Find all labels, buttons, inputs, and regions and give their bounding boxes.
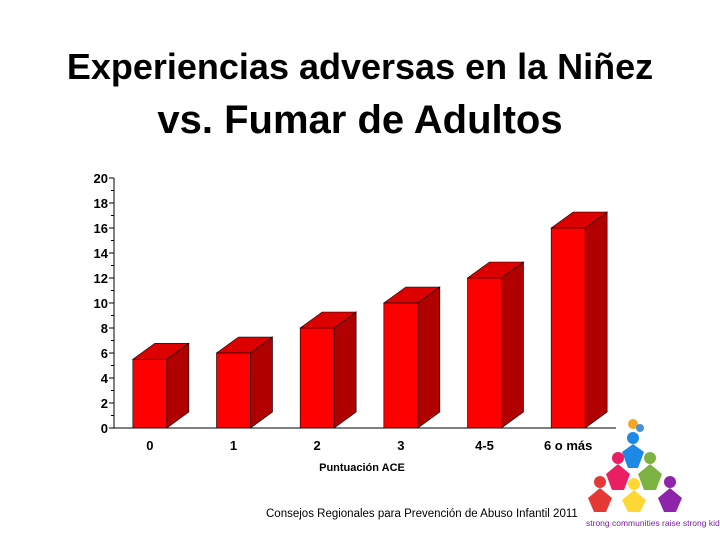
bar <box>382 286 441 429</box>
logo-caption: strong communities raise strong kids <box>586 518 720 528</box>
bars <box>131 211 609 429</box>
x-tick-label: 6 o más <box>544 438 592 453</box>
y-tick-label: 6 <box>101 346 108 361</box>
y-tick-label: 14 <box>94 246 109 261</box>
y-tick-label: 4 <box>101 371 109 386</box>
slide-title-line-2: vs. Fumar de Adultos <box>157 98 563 142</box>
y-tick-label: 20 <box>94 171 108 186</box>
bar <box>215 336 274 429</box>
bar-side <box>333 311 357 429</box>
x-tick-label: 3 <box>397 438 404 453</box>
x-tick-label: 4-5 <box>475 438 494 453</box>
x-tick-label: 2 <box>314 438 321 453</box>
y-tick-label: 12 <box>94 271 108 286</box>
bar-front <box>550 227 586 429</box>
footer-credit: Consejos Regionales para Prevención de A… <box>266 508 578 520</box>
bar-front <box>132 358 168 429</box>
bar <box>131 342 190 429</box>
bar-front <box>299 327 335 429</box>
bar <box>299 311 358 429</box>
bar-front <box>383 302 419 429</box>
bar-side <box>501 261 524 429</box>
y-tick-label: 2 <box>101 396 108 411</box>
y-tick-label: 10 <box>94 296 108 311</box>
x-axis-tick-labels: 0 1 2 3 4-5 6 o más <box>146 438 592 453</box>
bar <box>550 211 609 429</box>
y-tick-label: 18 <box>94 196 108 211</box>
x-tick-label: 0 <box>146 438 153 453</box>
bar-front <box>467 277 502 429</box>
bar-side <box>417 286 441 429</box>
y-tick-label: 0 <box>101 421 108 436</box>
x-axis-title: Puntuación ACE <box>319 462 405 474</box>
bar-side <box>584 211 608 429</box>
strong-communities-logo: strong communities raise strong kids <box>586 419 720 528</box>
bar-front <box>216 352 251 429</box>
y-tick-label: 8 <box>101 321 108 336</box>
bar <box>466 261 525 429</box>
slide-title-line-1: Experiencias adversas en la Niñez <box>66 46 654 87</box>
logo-figures <box>588 419 682 512</box>
x-tick-label: 1 <box>230 438 237 453</box>
y-axis: 0 2 4 6 8 10 12 14 16 18 20 <box>94 171 616 436</box>
y-tick-label: 16 <box>94 221 108 236</box>
